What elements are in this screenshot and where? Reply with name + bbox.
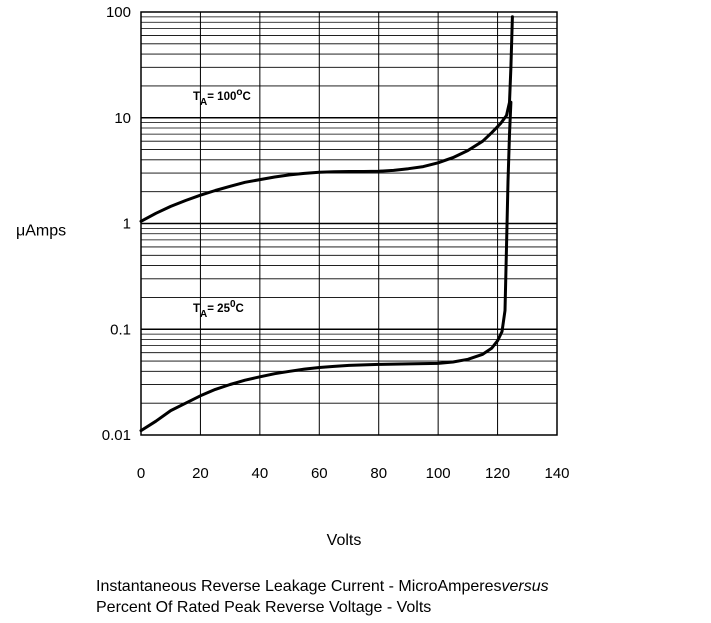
y-tick-label: 0.1 — [110, 321, 131, 338]
curves — [139, 15, 514, 433]
y-tick-label: 0.01 — [102, 427, 131, 444]
annotation-part: = 25 — [207, 303, 230, 315]
x-tick-label: 140 — [544, 465, 569, 482]
y-tick-label: 10 — [114, 110, 131, 127]
figure-caption: Instantaneous Reverse Leakage Current - … — [96, 576, 706, 618]
series-curve-2 — [139, 100, 513, 433]
x-tick-label: 80 — [370, 465, 387, 482]
x-tick-label: 40 — [252, 465, 269, 482]
grid — [141, 12, 557, 435]
x-axis-label: Volts — [327, 532, 362, 549]
y-tick-label: 100 — [106, 4, 131, 21]
caption-line-1-text: Instantaneous Reverse Leakage Current - … — [96, 578, 502, 595]
annotation-part: 0 — [230, 299, 236, 310]
x-tick-label: 0 — [137, 465, 145, 482]
annotation-part: C — [236, 303, 244, 315]
x-tick-label: 20 — [192, 465, 209, 482]
y-tick-label: 1 — [123, 216, 131, 233]
annotation-part: = 100 — [207, 91, 236, 103]
caption-line-1: Instantaneous Reverse Leakage Current - … — [96, 576, 706, 597]
y-tick-labels: 0.01 0.1 1 10 100 — [102, 4, 131, 444]
x-tick-label: 60 — [311, 465, 328, 482]
x-tick-labels: 0 20 40 60 80 100 120 140 — [137, 465, 570, 482]
curve-annotation-1: TA= 100oC — [193, 87, 251, 108]
annotation-part: A — [200, 97, 207, 108]
annotation-part: A — [200, 309, 207, 320]
y-axis-label: μAmps — [16, 223, 66, 240]
plot-frame — [140, 11, 558, 436]
x-tick-label: 120 — [485, 465, 510, 482]
annotation-part: T — [193, 303, 200, 315]
x-tick-label: 100 — [426, 465, 451, 482]
annotation-part: T — [193, 91, 200, 103]
annotation-part: C — [242, 91, 250, 103]
caption-versus: versus — [501, 578, 549, 595]
curve-annotation-2: TA= 250C — [193, 299, 244, 320]
caption-line-2: Percent Of Rated Peak Reverse Voltage - … — [96, 599, 432, 616]
annotation-part: o — [236, 87, 242, 98]
series-curve-1 — [139, 15, 514, 223]
